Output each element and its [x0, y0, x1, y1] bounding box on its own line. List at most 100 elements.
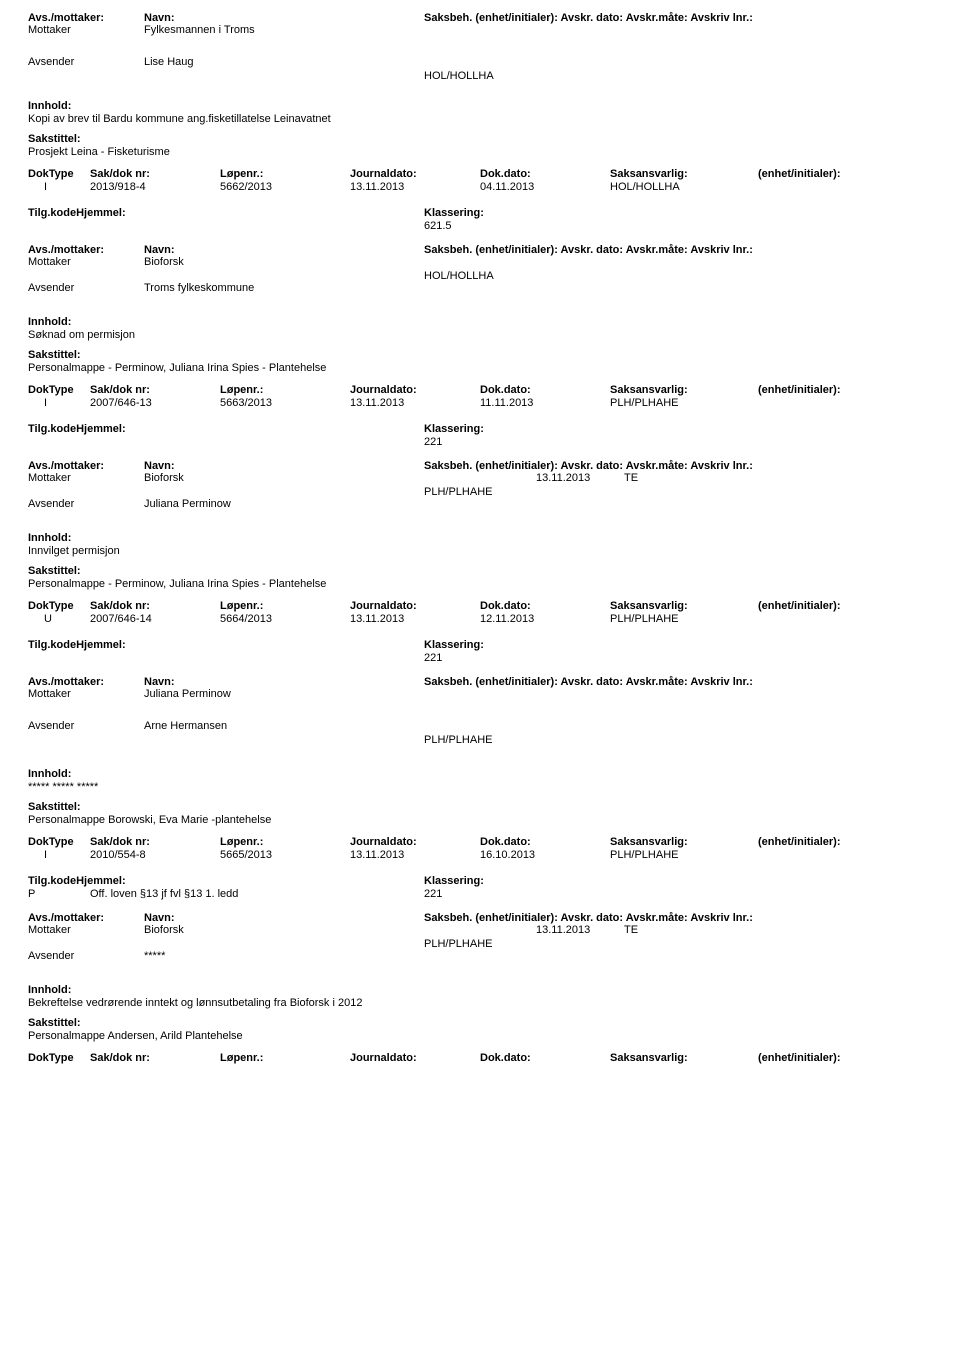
avsender-label: Avsender — [28, 950, 144, 962]
avsender-label: Avsender — [28, 720, 144, 732]
footer-unit: PLH/PLHAHE — [424, 486, 932, 498]
col-dokdato: Dok.dato: — [480, 168, 610, 180]
footer-avsender-row: Avsender Arne Hermansen — [28, 720, 932, 732]
footer-header: Avs./mottaker: Navn: Saksbeh. (enhet/ini… — [28, 912, 932, 924]
footer-header: Avs./mottaker: Navn: Saksbeh. (enhet/ini… — [28, 244, 932, 256]
sakstittel-value: Personalmappe - Perminow, Juliana Irina … — [28, 362, 932, 374]
avsender-label: Avsender — [28, 56, 144, 68]
col-saksansvarlig: Saksansvarlig: — [610, 600, 758, 612]
footer-avsender-row: Avsender Troms fylkeskommune — [28, 282, 932, 294]
val-dokdato: 16.10.2013 — [480, 849, 610, 861]
saksbeh-header: Saksbeh. (enhet/initialer): Avskr. dato:… — [424, 912, 753, 924]
col-dokdato: Dok.dato: — [480, 600, 610, 612]
innhold-label: Innhold: — [28, 316, 932, 328]
innhold-label: Innhold: — [28, 532, 932, 544]
col-doktype: DokType — [28, 836, 90, 848]
sakstittel-label: Sakstittel: — [28, 1017, 932, 1029]
val-doktype: U — [28, 613, 90, 625]
hjemmel-label: Hjemmel: — [76, 639, 126, 651]
sakstittel-value: Personalmappe Andersen, Arild Plantehels… — [28, 1030, 932, 1042]
tilg-header: Tilg.kodeHjemmel: Klassering: — [28, 423, 932, 435]
val-lopenr: 5664/2013 — [220, 613, 350, 625]
tilg-header: Tilg.kodeHjemmel: Klassering: — [28, 639, 932, 651]
unit-value: HOL/HOLLHA — [424, 70, 932, 82]
footer-mottaker-row: Mottaker Bioforsk — [28, 256, 932, 268]
avs-mottaker-label: Avs./mottaker: — [28, 460, 144, 472]
sakstittel-value: Personalmappe Borowski, Eva Marie -plant… — [28, 814, 932, 826]
col-journaldato: Journaldato: — [350, 384, 480, 396]
tilgkode-label: Tilg.kode — [28, 207, 76, 219]
col-sakdok: Sak/dok nr: — [90, 168, 220, 180]
innhold-label: Innhold: — [28, 100, 932, 112]
col-saksansvarlig: Saksansvarlig: — [610, 836, 758, 848]
col-journaldato: Journaldato: — [350, 1052, 480, 1064]
footer-date: 13.11.2013 — [424, 472, 624, 484]
col-saksansvarlig: Saksansvarlig: — [610, 168, 758, 180]
col-sakdok: Sak/dok nr: — [90, 384, 220, 396]
mottaker-label: Mottaker — [28, 472, 144, 484]
innhold-label: Innhold: — [28, 768, 932, 780]
footer-header: Avs./mottaker: Navn: Saksbeh. (enhet/ini… — [28, 460, 932, 472]
col-doktype: DokType — [28, 600, 90, 612]
doktype-row: I 2007/646-13 5663/2013 13.11.2013 11.11… — [28, 397, 932, 409]
val-saksansvarlig: PLH/PLHAHE — [610, 849, 758, 861]
journal-entry: Innhold: ***** ***** ***** Sakstittel: P… — [28, 768, 932, 962]
footer-unit: HOL/HOLLHA — [424, 270, 932, 282]
navn-label: Navn: — [144, 912, 424, 924]
sakstittel-value: Prosjekt Leina - Fisketurisme — [28, 146, 932, 158]
avs-mottaker-label: Avs./mottaker: — [28, 244, 144, 256]
val-sakdok: 2007/646-13 — [90, 397, 220, 409]
col-enhet-init: (enhet/initialer): — [758, 384, 841, 396]
header-row: Avs./mottaker: Navn: Saksbeh. (enhet/ini… — [28, 12, 932, 24]
avsender-value: Troms fylkeskommune — [144, 282, 254, 294]
col-enhet-init: (enhet/initialer): — [758, 836, 841, 848]
col-doktype: DokType — [28, 1052, 90, 1064]
footer-te: TE — [624, 472, 638, 484]
klassering-label: Klassering: — [424, 875, 484, 887]
val-sakdok: 2010/554-8 — [90, 849, 220, 861]
val-journaldato: 13.11.2013 — [350, 849, 480, 861]
saksbeh-header: Saksbeh. (enhet/initialer): Avskr. dato:… — [424, 676, 753, 688]
col-enhet-init: (enhet/initialer): — [758, 1052, 841, 1064]
saksbeh-header: Saksbeh. (enhet/initialer): Avskr. dato:… — [424, 460, 753, 472]
sakstittel-label: Sakstittel: — [28, 133, 932, 145]
col-sakdok: Sak/dok nr: — [90, 1052, 220, 1064]
innhold-value: Søknad om permisjon — [28, 329, 932, 341]
sakstittel-label: Sakstittel: — [28, 565, 932, 577]
mottaker-label: Mottaker — [28, 24, 144, 36]
sakstittel-value: Personalmappe - Perminow, Juliana Irina … — [28, 578, 932, 590]
doktype-row: I 2013/918-4 5662/2013 13.11.2013 04.11.… — [28, 181, 932, 193]
col-lopenr: Løpenr.: — [220, 1052, 350, 1064]
footer-date: 13.11.2013 — [424, 924, 624, 936]
col-lopenr: Løpenr.: — [220, 600, 350, 612]
col-dokdato: Dok.dato: — [480, 836, 610, 848]
sakstittel-label: Sakstittel: — [28, 349, 932, 361]
mottaker-value: Juliana Perminow — [144, 688, 424, 700]
navn-label: Navn: — [144, 676, 424, 688]
tilg-row: P Off. loven §13 jf fvl §13 1. ledd 221 — [28, 888, 932, 900]
footer-mottaker-row: Mottaker Bioforsk 13.11.2013 TE — [28, 472, 932, 484]
journal-entry: Avs./mottaker: Navn: Saksbeh. (enhet/ini… — [28, 12, 932, 294]
hjemmel-label: Hjemmel: — [76, 875, 126, 887]
tilg-header: Tilg.kodeHjemmel: Klassering: — [28, 875, 932, 887]
tilg-row: 621.5 — [28, 220, 932, 232]
footer-mottaker-row: Mottaker Juliana Perminow — [28, 688, 932, 700]
hjemmel-label: Hjemmel: — [76, 423, 126, 435]
val-doktype: I — [28, 397, 90, 409]
tilg-row: 221 — [28, 652, 932, 664]
doktype-header: DokType Sak/dok nr: Løpenr.: Journaldato… — [28, 600, 932, 612]
innhold-value: Bekreftelse vedrørende inntekt og lønnsu… — [28, 997, 932, 1009]
col-doktype: DokType — [28, 168, 90, 180]
col-enhet-init: (enhet/initialer): — [758, 600, 841, 612]
avsender-value: Arne Hermansen — [144, 720, 227, 732]
col-lopenr: Løpenr.: — [220, 168, 350, 180]
klassering-value: 621.5 — [424, 220, 452, 232]
col-sakdok: Sak/dok nr: — [90, 600, 220, 612]
val-lopenr: 5665/2013 — [220, 849, 350, 861]
tilg-hjemmel-value: Off. loven §13 jf fvl §13 1. ledd — [90, 888, 238, 900]
saksbeh-header: Saksbeh. (enhet/initialer): Avskr. dato:… — [424, 12, 753, 24]
footer-header: Avs./mottaker: Navn: Saksbeh. (enhet/ini… — [28, 676, 932, 688]
doktype-row: U 2007/646-14 5664/2013 13.11.2013 12.11… — [28, 613, 932, 625]
col-journaldato: Journaldato: — [350, 836, 480, 848]
footer-unit: PLH/PLHAHE — [424, 734, 932, 746]
